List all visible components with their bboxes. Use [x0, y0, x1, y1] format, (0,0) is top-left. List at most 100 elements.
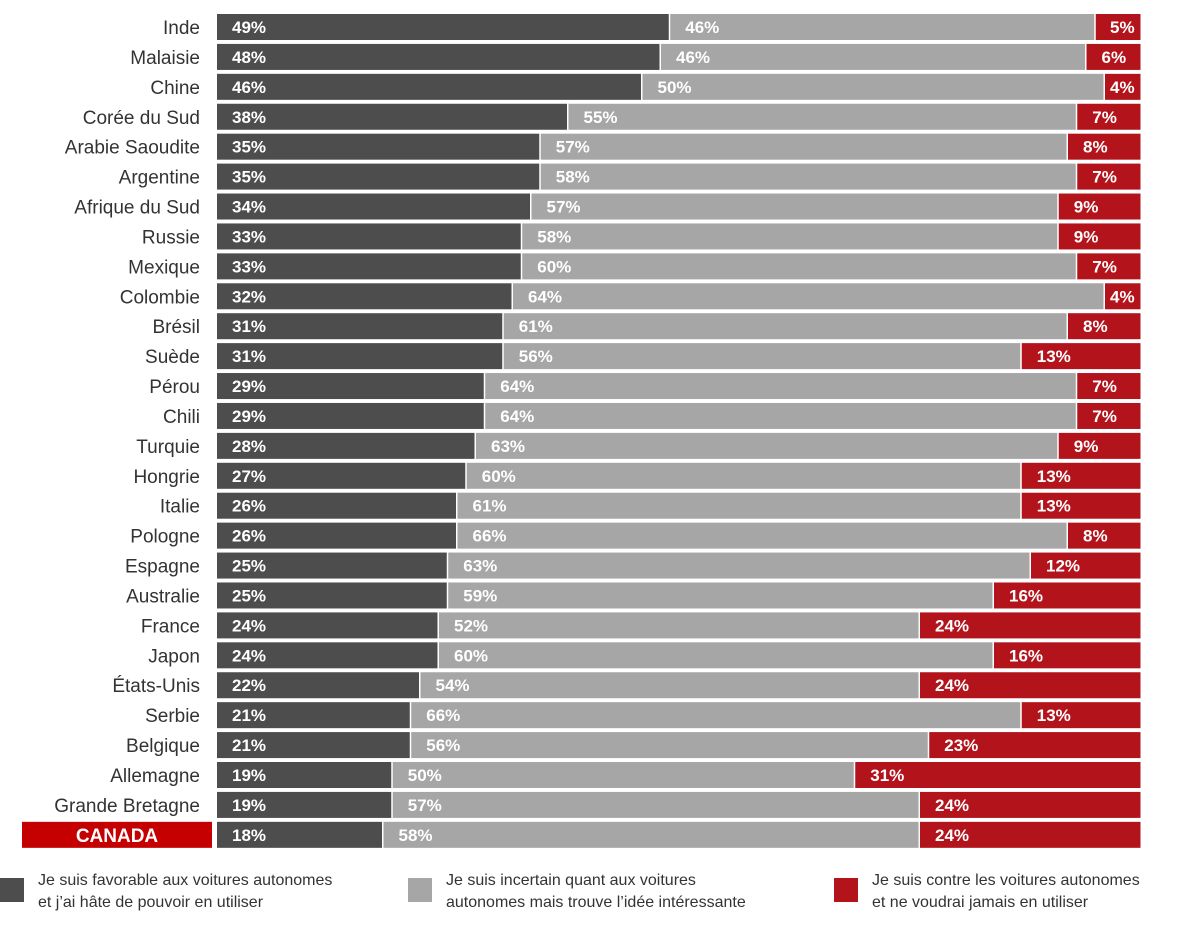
legend-text-favorable: Je suis favorable aux voitures autonomes…: [38, 870, 332, 914]
data-label-favorable: 21%: [232, 706, 266, 725]
bar-segment-favorable: [217, 791, 392, 818]
data-label-uncertain: 54%: [436, 676, 470, 695]
data-label-uncertain: 50%: [658, 78, 692, 97]
data-label-against: 24%: [935, 826, 969, 845]
bar-segment-against: [1077, 253, 1141, 280]
bar-segment-uncertain: [411, 702, 1021, 729]
category-label: Colombie: [120, 287, 200, 308]
bar-segment-against: [1077, 103, 1141, 130]
bar-segment-against: [1068, 133, 1141, 160]
chart-row: Pologne 26% 66% 8%: [130, 522, 1141, 549]
bar-segment-favorable: [217, 313, 503, 340]
data-label-against: 16%: [1009, 646, 1043, 665]
data-label-favorable: 29%: [232, 407, 266, 426]
legend-against-line2: et ne voudrai jamais en utiliser: [872, 894, 1089, 911]
category-label: Mexique: [128, 257, 200, 278]
data-label-uncertain: 52%: [454, 616, 488, 635]
data-label-uncertain: 64%: [500, 377, 534, 396]
category-label: Belgique: [126, 736, 200, 757]
data-label-uncertain: 57%: [408, 796, 442, 815]
bar-segment-uncertain: [661, 43, 1085, 70]
legend-uncertain-line2: autonomes mais trouve l’idée intéressant…: [446, 894, 746, 911]
bar-segment-uncertain: [522, 223, 1058, 250]
data-label-favorable: 34%: [232, 198, 266, 217]
category-label: Italie: [160, 497, 200, 518]
category-label: Russie: [142, 227, 200, 248]
chart-row: Hongrie 27% 60% 13%: [133, 462, 1141, 489]
chart-row: Espagne 25% 63% 12%: [125, 552, 1141, 579]
data-label-against: 9%: [1074, 198, 1099, 217]
bar-segment-against: [1058, 223, 1141, 250]
bar-segment-favorable: [217, 582, 447, 609]
chart-row: Australie 25% 59% 16%: [126, 582, 1141, 609]
legend-against-line1: Je suis contre les voitures autonomes: [872, 872, 1140, 889]
legend-favorable-line1: Je suis favorable aux voitures autonomes: [38, 872, 333, 889]
bar-segment-favorable: [217, 702, 410, 729]
category-label: Chine: [150, 78, 200, 99]
bar-segment-favorable: [217, 283, 512, 310]
chart-row: Serbie 21% 66% 13%: [145, 702, 1141, 729]
bar-segment-uncertain: [392, 791, 919, 818]
legend-swatch-uncertain: [408, 878, 432, 902]
chart-row: France 24% 52% 24%: [141, 612, 1141, 639]
category-label: Hongrie: [133, 467, 200, 488]
chart-row: Russie 33% 58% 9%: [142, 223, 1141, 250]
bar-segment-favorable: [217, 133, 540, 160]
legend-item-favorable: Je suis favorable aux voitures autonomes…: [0, 870, 332, 914]
chart-row: Mexique 33% 60% 7%: [128, 253, 1141, 280]
bar-segment-uncertain: [568, 103, 1076, 130]
data-label-favorable: 31%: [232, 347, 266, 366]
data-label-favorable: 18%: [232, 826, 266, 845]
category-label: Japon: [148, 646, 200, 667]
chart-row: Brésil 31% 61% 8%: [152, 313, 1141, 340]
bar-segment-favorable: [217, 402, 484, 429]
bar-segment-uncertain: [457, 492, 1021, 519]
data-label-against: 24%: [935, 616, 969, 635]
chart-row: CANADA 18% 58% 24%: [22, 821, 1141, 848]
category-label: Australie: [126, 586, 200, 607]
data-label-uncertain: 60%: [482, 467, 516, 486]
bar-segment-uncertain: [642, 73, 1104, 100]
data-label-against: 23%: [944, 736, 978, 755]
data-label-favorable: 33%: [232, 227, 266, 246]
data-label-against: 13%: [1037, 706, 1071, 725]
bar-segment-against: [1077, 163, 1141, 190]
data-label-against: 4%: [1110, 78, 1135, 97]
category-label: Afrique du Sud: [74, 198, 200, 219]
bar-segment-favorable: [217, 522, 456, 549]
bar-segment-uncertain: [448, 552, 1030, 579]
data-label-uncertain: 60%: [454, 646, 488, 665]
bar-segment-uncertain: [457, 522, 1067, 549]
bar-segment-uncertain: [411, 732, 928, 759]
bar-segment-against: [1031, 552, 1141, 579]
chart-row: Japon 24% 60% 16%: [148, 642, 1141, 669]
category-label: Arabie Saoudite: [65, 138, 200, 159]
legend-swatch-against: [834, 878, 858, 902]
legend-uncertain-line1: Je suis incertain quant aux voitures: [446, 872, 696, 889]
bar-segment-favorable: [217, 343, 503, 370]
chart-row: Turquie 28% 63% 9%: [136, 432, 1141, 459]
data-label-against: 7%: [1092, 108, 1117, 127]
bar-segment-against: [929, 732, 1141, 759]
data-label-against: 13%: [1037, 467, 1071, 486]
bar-segment-against: [1086, 43, 1141, 70]
data-label-against: 7%: [1092, 377, 1117, 396]
category-label: Brésil: [152, 317, 200, 338]
category-label: Argentine: [119, 168, 200, 189]
bar-segment-against: [1095, 14, 1141, 40]
data-label-favorable: 19%: [232, 796, 266, 815]
chart-row: Arabie Saoudite 35% 57% 8%: [65, 133, 1141, 160]
data-label-uncertain: 56%: [519, 347, 553, 366]
bar-segment-uncertain: [476, 432, 1058, 459]
bar-segment-uncertain: [485, 373, 1076, 400]
data-label-favorable: 46%: [232, 78, 266, 97]
data-label-uncertain: 66%: [426, 706, 460, 725]
legend-item-uncertain: Je suis incertain quant aux voitures aut…: [408, 870, 746, 914]
data-label-favorable: 38%: [232, 108, 266, 127]
chart-row: Pérou 29% 64% 7%: [149, 373, 1141, 400]
category-label: Malaisie: [130, 48, 200, 69]
highlight-label-box: [22, 821, 212, 848]
legend-text-uncertain: Je suis incertain quant aux voitures aut…: [446, 870, 746, 914]
data-label-against: 7%: [1092, 257, 1117, 276]
bar-segment-against: [920, 821, 1141, 848]
